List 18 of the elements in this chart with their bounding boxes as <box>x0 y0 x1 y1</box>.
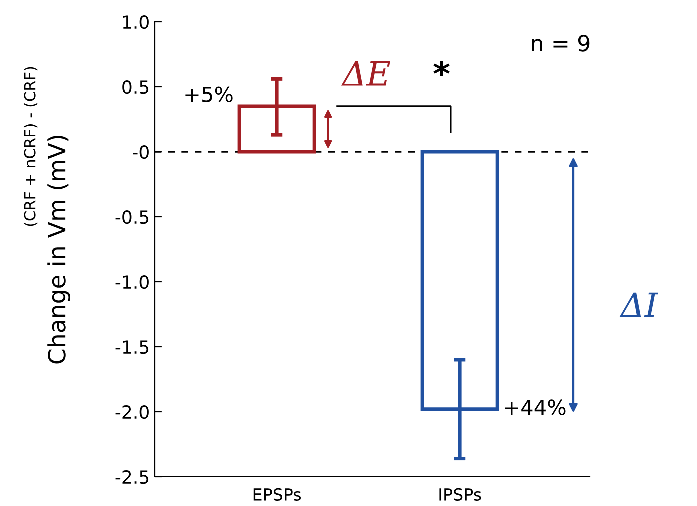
annotation: ΔE <box>341 61 390 86</box>
y-tick-label: -0.5 <box>116 210 149 224</box>
text: (CRF + nCRF) - (CRF) <box>24 67 38 226</box>
y-tick-label: -1.0 <box>116 275 149 290</box>
x-tick-label: IPSPs <box>440 488 482 502</box>
text: ΔI <box>620 292 659 318</box>
y-tick-label: -2.5 <box>116 470 149 484</box>
x-tick-label: EPSPs <box>254 488 302 502</box>
y-tick-label: 0.5 <box>122 80 149 94</box>
y-tick-label: -0 <box>133 145 149 160</box>
annotation: * <box>434 61 450 77</box>
y-tick-label: -2.0 <box>116 405 149 420</box>
y-tick-label: 1.0 <box>123 15 149 30</box>
annotation: +5% <box>186 86 233 102</box>
y-axis-title: Change in Vm (mV) <box>48 136 70 364</box>
annotation: n = 9 <box>532 35 590 52</box>
annotation: +44% <box>505 400 566 416</box>
y-tick-label: -1.5 <box>116 340 149 354</box>
